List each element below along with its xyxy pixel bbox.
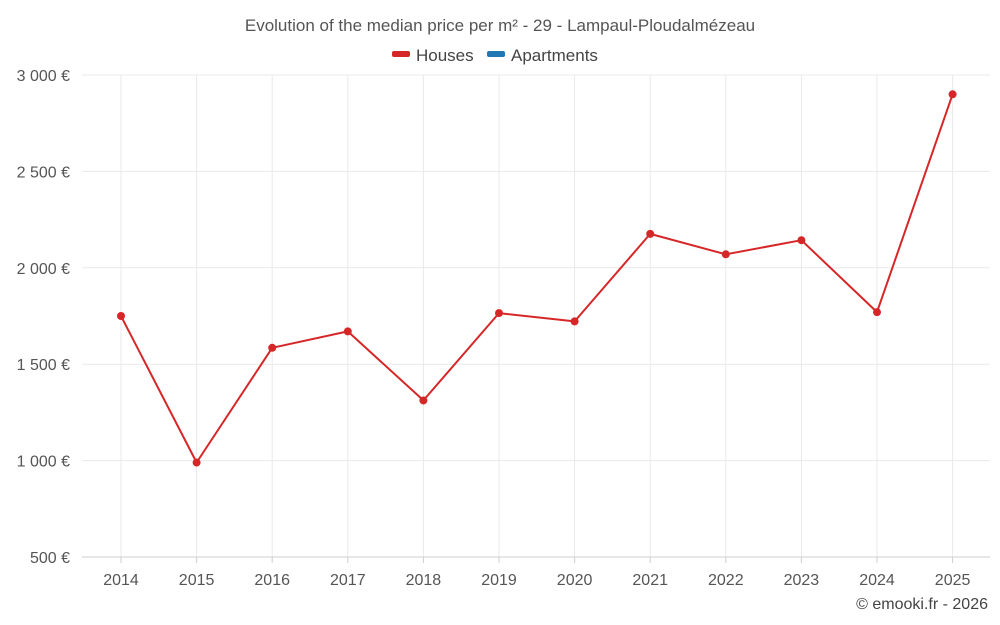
legend[interactable]: Houses Apartments (392, 46, 598, 65)
grid (82, 74, 990, 558)
x-tick-label: 2017 (330, 572, 366, 589)
legend-label-apartments: Apartments (511, 46, 598, 65)
series-line-houses (120, 93, 954, 464)
data-point[interactable] (646, 229, 655, 238)
legend-swatch-houses (392, 51, 410, 57)
y-tick-label: 3 000 € (17, 68, 70, 85)
y-tick-label: 500 € (30, 550, 70, 567)
x-tick-label: 2019 (481, 572, 517, 589)
legend-swatch-apartments (487, 51, 505, 57)
x-tick-label: 2025 (935, 572, 971, 589)
y-tick-label: 2 500 € (17, 164, 70, 181)
legend-item-houses[interactable]: Houses (392, 46, 474, 65)
x-tick-label: 2016 (254, 572, 290, 589)
data-point[interactable] (495, 309, 503, 318)
y-tick-label: 2 000 € (17, 261, 70, 278)
data-point[interactable] (343, 327, 352, 336)
data-point[interactable] (192, 458, 201, 467)
data-point[interactable] (570, 317, 579, 326)
data-point[interactable] (721, 250, 730, 259)
data-point[interactable] (797, 236, 806, 245)
legend-item-apartments[interactable]: Apartments (487, 46, 598, 65)
axes: 500 € 1 000 € 1 500 € 2 000 € 2 500 € 3 000 €… (17, 68, 990, 589)
legend-label-houses: Houses (416, 46, 474, 65)
data-point[interactable] (948, 90, 957, 99)
x-tick-label: 2021 (632, 572, 668, 589)
series (117, 90, 957, 467)
x-tick-label: 2024 (859, 572, 895, 589)
credit-text: © emooki.fr - 2026 (856, 596, 988, 613)
data-point[interactable] (873, 308, 881, 317)
data-point[interactable] (419, 396, 428, 405)
y-tick-label: 1 500 € (17, 357, 70, 374)
x-tick-label: 2023 (784, 572, 820, 589)
x-tick-label: 2018 (406, 572, 442, 589)
y-tick-label: 1 000 € (17, 454, 70, 471)
x-tick-label: 2022 (708, 572, 744, 589)
x-tick-label: 2015 (179, 572, 215, 589)
data-point[interactable] (117, 312, 125, 320)
data-point[interactable] (268, 343, 277, 352)
x-tick-label: 2020 (557, 572, 593, 589)
x-tick-label: 2014 (103, 572, 139, 589)
chart-title: Evolution of the median price per m² - 2… (245, 16, 755, 35)
